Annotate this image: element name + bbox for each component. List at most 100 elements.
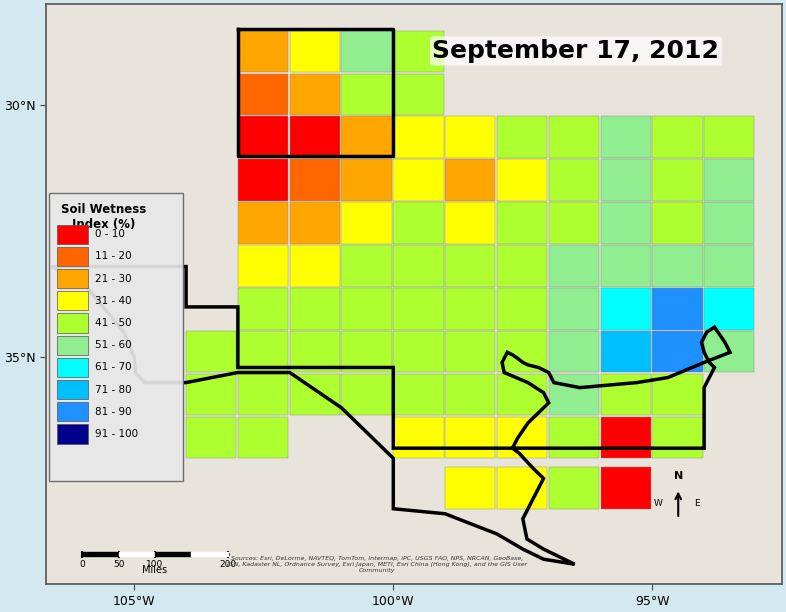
Bar <box>238 331 288 373</box>
Bar <box>445 202 495 244</box>
Bar <box>704 331 755 373</box>
Bar <box>238 116 288 158</box>
Bar <box>393 116 443 158</box>
Bar <box>186 417 237 458</box>
Bar <box>238 73 288 115</box>
Bar <box>497 417 547 458</box>
Bar <box>445 331 495 373</box>
Bar <box>704 116 755 158</box>
Bar <box>393 202 443 244</box>
Bar <box>704 202 755 244</box>
Bar <box>549 467 599 509</box>
Text: 31 - 40: 31 - 40 <box>95 296 132 306</box>
Bar <box>704 159 755 201</box>
Bar <box>186 374 237 416</box>
Bar <box>57 425 88 444</box>
Bar <box>652 374 703 416</box>
Text: 200: 200 <box>219 560 236 569</box>
Text: Miles: Miles <box>142 565 167 575</box>
Bar <box>652 288 703 330</box>
Text: 51 - 60: 51 - 60 <box>95 340 132 350</box>
Bar <box>652 417 703 458</box>
Bar <box>549 245 599 287</box>
Text: 100: 100 <box>146 560 163 569</box>
Bar <box>393 288 443 330</box>
Bar <box>341 116 391 158</box>
Bar <box>341 331 391 373</box>
Bar <box>497 331 547 373</box>
Bar <box>652 245 703 287</box>
Bar <box>290 374 340 416</box>
Bar <box>341 288 391 330</box>
Bar <box>290 288 340 330</box>
Bar <box>497 116 547 158</box>
Bar <box>393 73 443 115</box>
Bar <box>341 31 391 72</box>
Bar <box>290 73 340 115</box>
Bar <box>601 288 651 330</box>
Text: 50: 50 <box>113 560 124 569</box>
Text: 71 - 80: 71 - 80 <box>95 385 132 395</box>
Bar <box>57 291 88 310</box>
Bar <box>290 245 340 287</box>
Bar <box>445 245 495 287</box>
Bar <box>497 467 547 509</box>
Bar <box>341 159 391 201</box>
Bar <box>57 402 88 422</box>
Bar <box>341 245 391 287</box>
Bar <box>238 245 288 287</box>
Text: 11 - 20: 11 - 20 <box>95 252 132 261</box>
Bar <box>549 159 599 201</box>
Bar <box>549 331 599 373</box>
Bar <box>497 374 547 416</box>
Text: Soil Wetness
Index (%): Soil Wetness Index (%) <box>61 203 146 231</box>
Bar <box>341 374 391 416</box>
Bar <box>445 417 495 458</box>
Text: September 17, 2012: September 17, 2012 <box>432 39 719 63</box>
Text: Sources: Esri, DeLorme, NAVTEQ, TomTom, Intermap, iPC, USGS FAO, NPS, NRCAN, Geo: Sources: Esri, DeLorme, NAVTEQ, TomTom, … <box>227 556 527 573</box>
Bar <box>601 374 651 416</box>
Text: 41 - 50: 41 - 50 <box>95 318 132 328</box>
Bar <box>57 225 88 244</box>
Bar <box>290 331 340 373</box>
Bar <box>238 417 288 458</box>
Bar <box>57 247 88 266</box>
Bar <box>549 374 599 416</box>
Bar <box>549 288 599 330</box>
Bar <box>393 417 443 458</box>
Bar <box>445 116 495 158</box>
Bar <box>238 288 288 330</box>
Bar <box>652 331 703 373</box>
Bar <box>238 202 288 244</box>
Bar <box>497 159 547 201</box>
Text: W: W <box>654 499 663 508</box>
Bar <box>238 31 288 72</box>
Bar <box>393 31 443 72</box>
Bar <box>601 331 651 373</box>
FancyBboxPatch shape <box>49 193 183 481</box>
Bar <box>57 380 88 399</box>
Text: 0 - 10: 0 - 10 <box>95 230 125 239</box>
Bar <box>601 202 651 244</box>
Bar <box>601 417 651 458</box>
Bar <box>601 159 651 201</box>
Bar <box>497 245 547 287</box>
Bar <box>652 202 703 244</box>
Text: 0: 0 <box>79 560 86 569</box>
Bar <box>57 313 88 333</box>
Bar <box>445 159 495 201</box>
Text: 81 - 90: 81 - 90 <box>95 407 132 417</box>
Bar <box>57 269 88 288</box>
Bar <box>57 358 88 377</box>
Bar <box>290 159 340 201</box>
Bar <box>497 288 547 330</box>
Bar <box>601 116 651 158</box>
Bar <box>549 202 599 244</box>
Text: N: N <box>674 471 683 481</box>
Text: E: E <box>694 499 700 508</box>
Text: 91 - 100: 91 - 100 <box>95 429 138 439</box>
Bar <box>393 374 443 416</box>
Bar <box>393 245 443 287</box>
Bar <box>601 245 651 287</box>
Bar <box>290 116 340 158</box>
